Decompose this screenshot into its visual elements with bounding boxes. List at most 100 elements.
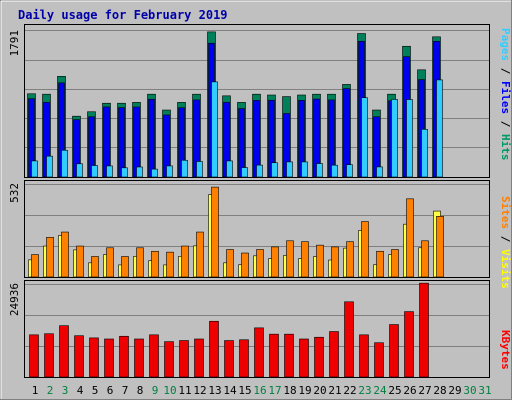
legend-part-top-2: Files <box>499 81 512 114</box>
bar-kbytes-day-21 <box>329 331 339 378</box>
bar-kbytes-day-26 <box>404 311 414 378</box>
bar-sites-day-18 <box>286 240 294 278</box>
panel-middle-max-label: 532 <box>8 183 21 203</box>
bar-sites-day-16 <box>256 249 264 278</box>
bar-pages-day-13 <box>211 81 218 178</box>
bar-files-day-9 <box>148 98 155 178</box>
day-label-2: 2 <box>47 384 54 397</box>
bar-kbytes-day-8 <box>134 338 144 378</box>
day-label-3: 3 <box>62 384 69 397</box>
day-label-26: 26 <box>403 384 416 397</box>
bar-sites-day-20 <box>316 244 324 278</box>
bar-sites-day-7 <box>121 256 129 278</box>
bar-sites-day-13 <box>211 186 219 278</box>
bar-kbytes-day-18 <box>284 333 294 378</box>
bar-sites-day-6 <box>106 247 114 278</box>
bar-pages-day-20 <box>316 163 323 178</box>
day-label-15: 15 <box>238 384 251 397</box>
bar-sites-day-1 <box>31 254 39 278</box>
bar-kbytes-day-14 <box>224 340 234 378</box>
day-label-7: 7 <box>122 384 129 397</box>
bar-pages-day-9 <box>151 168 158 178</box>
legend-part-top-0: Pages <box>499 28 512 61</box>
bar-kbytes-day-7 <box>119 335 129 378</box>
bar-kbytes-day-22 <box>344 301 354 378</box>
bar-pages-day-4 <box>76 163 83 178</box>
bar-sites-day-5 <box>91 256 99 278</box>
bar-sites-day-2 <box>46 236 54 278</box>
bar-kbytes-day-27 <box>419 282 429 378</box>
bar-kbytes-day-3 <box>59 325 69 378</box>
day-label-27: 27 <box>418 384 431 397</box>
day-label-16: 16 <box>253 384 266 397</box>
bar-sites-day-22 <box>346 241 354 278</box>
legend-part-middle-0: Sites <box>499 196 512 229</box>
bar-kbytes-day-19 <box>299 338 309 378</box>
legend-sites-visits: Sites / Visits <box>499 196 512 289</box>
day-label-29: 29 <box>448 384 461 397</box>
legend-part-top-3: / <box>499 114 512 134</box>
bar-sites-day-25 <box>391 249 399 278</box>
panel-top-max-label: 1791 <box>8 30 21 57</box>
legend-part-top-4: Hits <box>499 134 512 161</box>
panel-bottom-max-label: 24936 <box>8 283 21 316</box>
bar-sites-day-23 <box>361 221 369 278</box>
bar-kbytes-day-12 <box>194 338 204 378</box>
bar-sites-day-17 <box>271 246 279 278</box>
bar-kbytes-day-9 <box>149 334 159 378</box>
bar-pages-day-28 <box>436 79 443 178</box>
bar-pages-day-1 <box>31 160 38 178</box>
bar-pages-day-16 <box>256 164 263 178</box>
day-label-9: 9 <box>152 384 159 397</box>
day-label-19: 19 <box>298 384 311 397</box>
chart-title: Daily usage for February 2019 <box>18 8 228 22</box>
bar-pages-day-5 <box>91 165 98 178</box>
bar-sites-day-26 <box>406 198 414 278</box>
bar-sites-day-19 <box>301 241 309 278</box>
bar-kbytes-day-11 <box>179 340 189 378</box>
bar-pages-day-10 <box>166 165 173 178</box>
day-label-11: 11 <box>178 384 191 397</box>
bar-pages-day-2 <box>46 155 53 178</box>
bar-pages-day-8 <box>136 166 143 178</box>
bar-pages-day-26 <box>406 99 413 178</box>
bar-kbytes-day-13 <box>209 320 219 378</box>
day-label-21: 21 <box>328 384 341 397</box>
day-label-24: 24 <box>373 384 387 397</box>
bar-sites-day-10 <box>166 251 174 278</box>
bar-kbytes-day-24 <box>374 342 384 378</box>
bar-kbytes-day-23 <box>359 334 369 378</box>
day-label-4: 4 <box>77 384 84 397</box>
day-label-14: 14 <box>223 384 237 397</box>
bar-sites-day-21 <box>331 246 339 278</box>
day-label-18: 18 <box>283 384 296 397</box>
bar-pages-day-7 <box>121 167 128 178</box>
bar-pages-day-14 <box>226 160 233 178</box>
bar-pages-day-17 <box>271 162 278 178</box>
legend-pages-files-hits: Pages / Files / Hits <box>499 28 512 161</box>
bar-kbytes-day-16 <box>254 327 264 378</box>
bar-sites-day-4 <box>76 245 84 278</box>
bar-files-day-15 <box>238 108 245 178</box>
bar-kbytes-day-2 <box>44 333 54 378</box>
day-label-1: 1 <box>32 384 39 397</box>
day-label-8: 8 <box>137 384 144 397</box>
bar-sites-day-27 <box>421 240 429 278</box>
bar-pages-day-11 <box>181 159 188 178</box>
day-label-25: 25 <box>388 384 401 397</box>
bar-files-day-7 <box>118 107 125 178</box>
bar-sites-day-15 <box>241 252 249 278</box>
day-label-23: 23 <box>358 384 371 397</box>
bar-files-day-22 <box>343 88 350 178</box>
bar-kbytes-day-25 <box>389 324 399 378</box>
day-label-30: 30 <box>463 384 476 397</box>
bar-files-day-8 <box>133 106 140 178</box>
bar-sites-day-14 <box>226 249 234 278</box>
bar-kbytes-day-20 <box>314 336 324 378</box>
bar-kbytes-day-1 <box>29 334 39 378</box>
day-label-20: 20 <box>313 384 326 397</box>
bar-kbytes-day-17 <box>269 333 279 378</box>
bar-pages-day-21 <box>331 164 338 178</box>
day-label-5: 5 <box>92 384 99 397</box>
bar-pages-day-19 <box>301 161 308 178</box>
